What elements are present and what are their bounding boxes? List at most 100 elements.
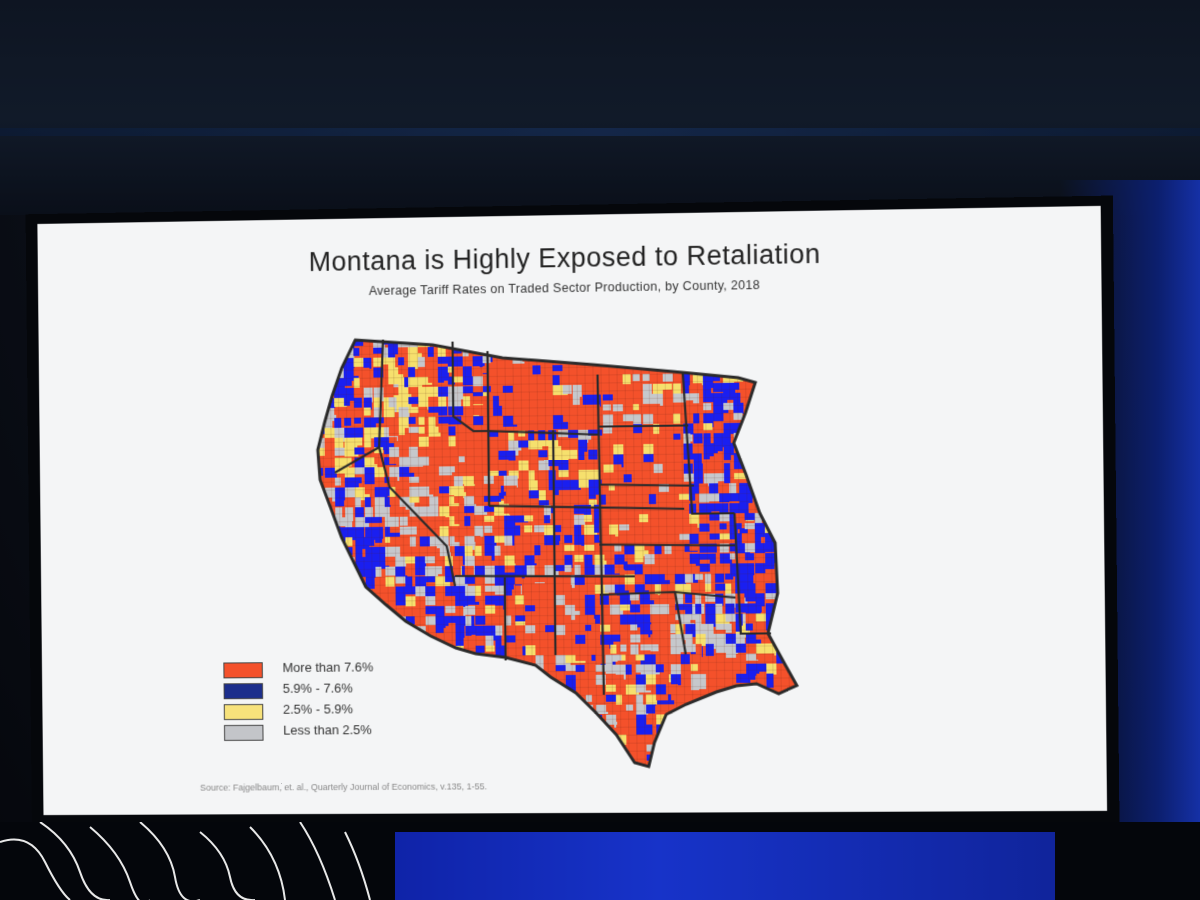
county-cell <box>596 745 603 755</box>
county-cell <box>314 378 326 393</box>
county-cell <box>557 755 571 761</box>
legend-item-high: More than 7.6% <box>223 658 441 680</box>
county-cell <box>776 633 787 647</box>
county-cell <box>438 337 452 344</box>
county-cell <box>334 348 344 356</box>
county-cell <box>314 388 322 401</box>
county-cell <box>586 735 594 745</box>
county-cell <box>775 513 785 524</box>
legend-swatch-lower-mid <box>224 704 264 720</box>
legend-item-lower-mid: 2.5% - 5.9% <box>224 700 442 722</box>
county-cell <box>326 567 339 578</box>
county-cell <box>482 336 495 349</box>
legend-label-low: Less than 2.5% <box>283 722 372 737</box>
county-cell <box>576 735 589 742</box>
county-cell <box>776 603 790 616</box>
legend-item-upper-mid: 5.9% - 7.6% <box>224 679 442 701</box>
presentation-slide: Montana is Highly Exposed to Retaliation… <box>37 206 1107 815</box>
county-cell <box>577 765 589 775</box>
county-cell <box>576 715 589 723</box>
county-cell <box>324 348 333 355</box>
topographic-lines-decoration <box>0 822 400 900</box>
county-cell <box>326 577 341 588</box>
county-cell <box>566 745 572 751</box>
county-cell <box>775 523 787 529</box>
county-cell <box>324 358 332 373</box>
legend-swatch-upper-mid <box>224 683 264 699</box>
county-cell <box>606 745 612 758</box>
county-cell <box>324 368 335 375</box>
county-cell <box>326 537 338 548</box>
county-cell <box>326 547 336 557</box>
county-cell <box>396 626 404 638</box>
county-cell <box>556 725 562 740</box>
county-cell <box>567 755 575 766</box>
county-cell <box>592 354 604 362</box>
county-cell <box>596 735 603 749</box>
county-cell <box>314 339 320 354</box>
county-cell <box>576 705 585 713</box>
county-cell <box>346 577 356 583</box>
legend-label-lower-mid: 2.5% - 5.9% <box>283 701 353 716</box>
stage-blue-panel <box>395 832 1055 900</box>
county-cell <box>586 715 597 721</box>
county-cell <box>776 623 786 635</box>
county-cell <box>324 338 332 351</box>
county-cell <box>576 725 587 740</box>
county-cell <box>566 695 575 701</box>
legend-label-high: More than 7.6% <box>282 659 373 675</box>
county-cell <box>556 735 569 747</box>
county-cell <box>765 513 780 520</box>
county-cell <box>336 567 348 579</box>
county-cell <box>627 765 637 777</box>
stage-light-strip <box>0 128 1200 136</box>
county-cell <box>607 755 622 766</box>
county-cell <box>314 368 326 375</box>
county-cell <box>557 765 566 779</box>
county-cell <box>576 745 587 752</box>
county-cell <box>566 725 572 736</box>
county-cell <box>776 613 787 623</box>
county-cell <box>336 557 351 563</box>
county-cell <box>586 745 595 756</box>
county-cell <box>326 557 337 572</box>
state-border <box>598 425 688 426</box>
state-border <box>555 577 556 655</box>
county-cell <box>606 735 614 743</box>
county-cell <box>314 348 323 357</box>
county-cell <box>333 338 342 351</box>
state-border <box>505 578 506 661</box>
county-cell <box>607 765 618 776</box>
legend-item-low: Less than 2.5% <box>224 721 442 743</box>
county-cell <box>556 705 565 715</box>
county-cell <box>586 725 600 738</box>
legend-label-upper-mid: 5.9% - 7.6% <box>283 680 353 695</box>
county-cell <box>597 765 605 773</box>
county-cell <box>597 755 612 765</box>
county-cell <box>556 715 565 726</box>
county-cell <box>566 705 579 718</box>
county-cell <box>566 715 578 724</box>
county-cell <box>462 336 471 346</box>
county-cell <box>577 755 586 766</box>
county-cell <box>617 765 625 774</box>
county-cell <box>617 755 625 764</box>
county-cell <box>566 735 577 744</box>
county-cell <box>314 398 324 405</box>
map-legend: More than 7.6% 5.9% - 7.6% 2.5% - 5.9% L… <box>223 658 441 743</box>
state-border <box>553 430 555 575</box>
county-cell <box>472 336 480 342</box>
county-cell <box>567 765 578 777</box>
county-cell <box>556 745 565 759</box>
county-cell <box>556 695 570 706</box>
county-cell <box>775 533 787 544</box>
legend-swatch-high <box>223 662 263 678</box>
county-cell <box>657 754 665 765</box>
county-cell <box>587 765 593 775</box>
projection-screen: Montana is Highly Exposed to Retaliation… <box>26 196 1120 827</box>
county-cell <box>336 577 343 585</box>
county-cell <box>587 755 600 767</box>
stage-ceiling <box>0 0 1200 215</box>
county-cell <box>657 744 664 751</box>
county-cell <box>657 765 668 780</box>
